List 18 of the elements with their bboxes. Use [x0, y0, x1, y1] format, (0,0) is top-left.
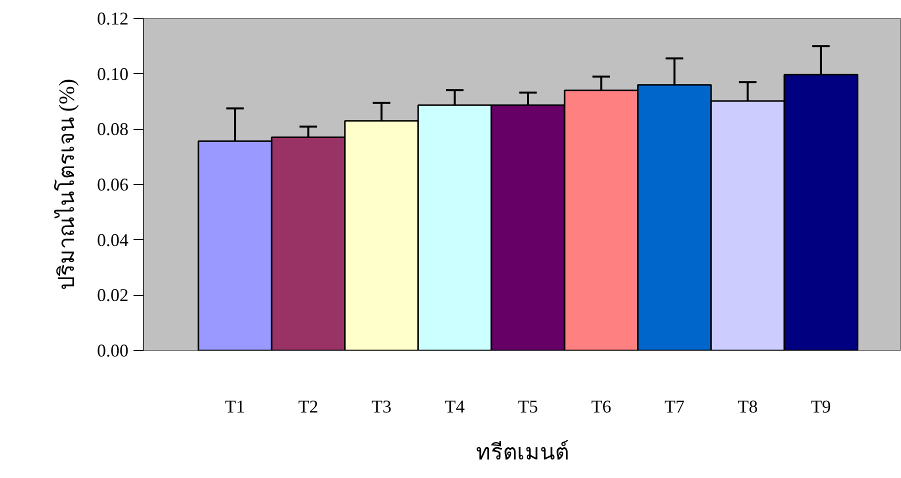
- y-axis-title: ปริมาณไนโตรเจน (%): [54, 78, 79, 290]
- x-tick-label: T3: [372, 396, 392, 416]
- y-tick-label: 0.02: [97, 285, 128, 306]
- y-tick-label: 0.08: [97, 119, 128, 140]
- x-tick-label: T1: [225, 396, 246, 416]
- y-tick-label: 0.06: [97, 174, 128, 194]
- y-tick-label: 0.12: [97, 8, 128, 28]
- y-tick-label: 0.10: [97, 64, 128, 84]
- x-tick-label: T4: [444, 396, 465, 416]
- x-tick-label: T5: [518, 396, 538, 416]
- x-axis-title: ทรีตเมนต์: [476, 440, 569, 464]
- x-tick-label: T6: [591, 396, 612, 416]
- x-tick-label: T2: [298, 396, 318, 416]
- y-tick-label: 0.00: [97, 340, 128, 360]
- x-tick-label: T9: [810, 396, 831, 416]
- y-tick-label: 0.04: [97, 230, 128, 250]
- x-tick-label: T8: [738, 396, 758, 416]
- x-tick-label: T7: [664, 396, 684, 416]
